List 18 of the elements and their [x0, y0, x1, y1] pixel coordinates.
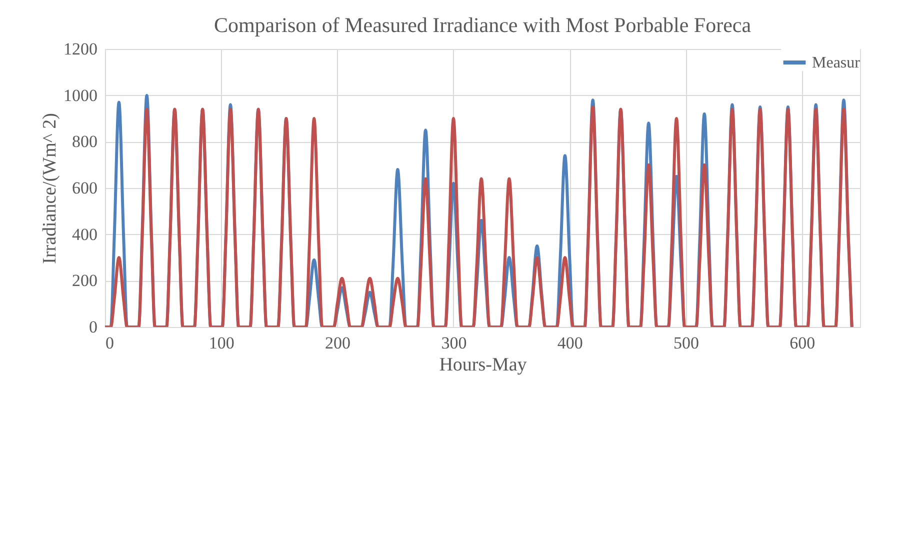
x-tick-label: 400: [557, 334, 583, 352]
y-tick-label: 400: [72, 224, 98, 244]
y-tick-label: 600: [72, 178, 98, 198]
x-tick-label: 0: [106, 334, 114, 352]
y-tick-label: 1000: [64, 86, 98, 105]
y-tick-label: 0: [89, 318, 98, 336]
x-tick-label: 200: [325, 334, 351, 352]
x-tick-label: 100: [208, 334, 234, 352]
y-tick-label: 800: [72, 132, 98, 152]
x-axis-title: Hours-May: [439, 354, 528, 376]
x-tick-label: 600: [790, 334, 816, 352]
y-axis-title: Irradiance/(Wm^ 2): [40, 113, 60, 264]
legend-label: Measur: [812, 54, 861, 72]
x-tick-label: 500: [674, 334, 700, 352]
x-tick-label: 300: [441, 334, 467, 352]
y-tick-label: 200: [72, 271, 98, 290]
chart-title: Comparison of Measured Irradiance with Most Porbable Foreca: [214, 13, 752, 37]
y-tick-label: 1200: [64, 40, 98, 58]
